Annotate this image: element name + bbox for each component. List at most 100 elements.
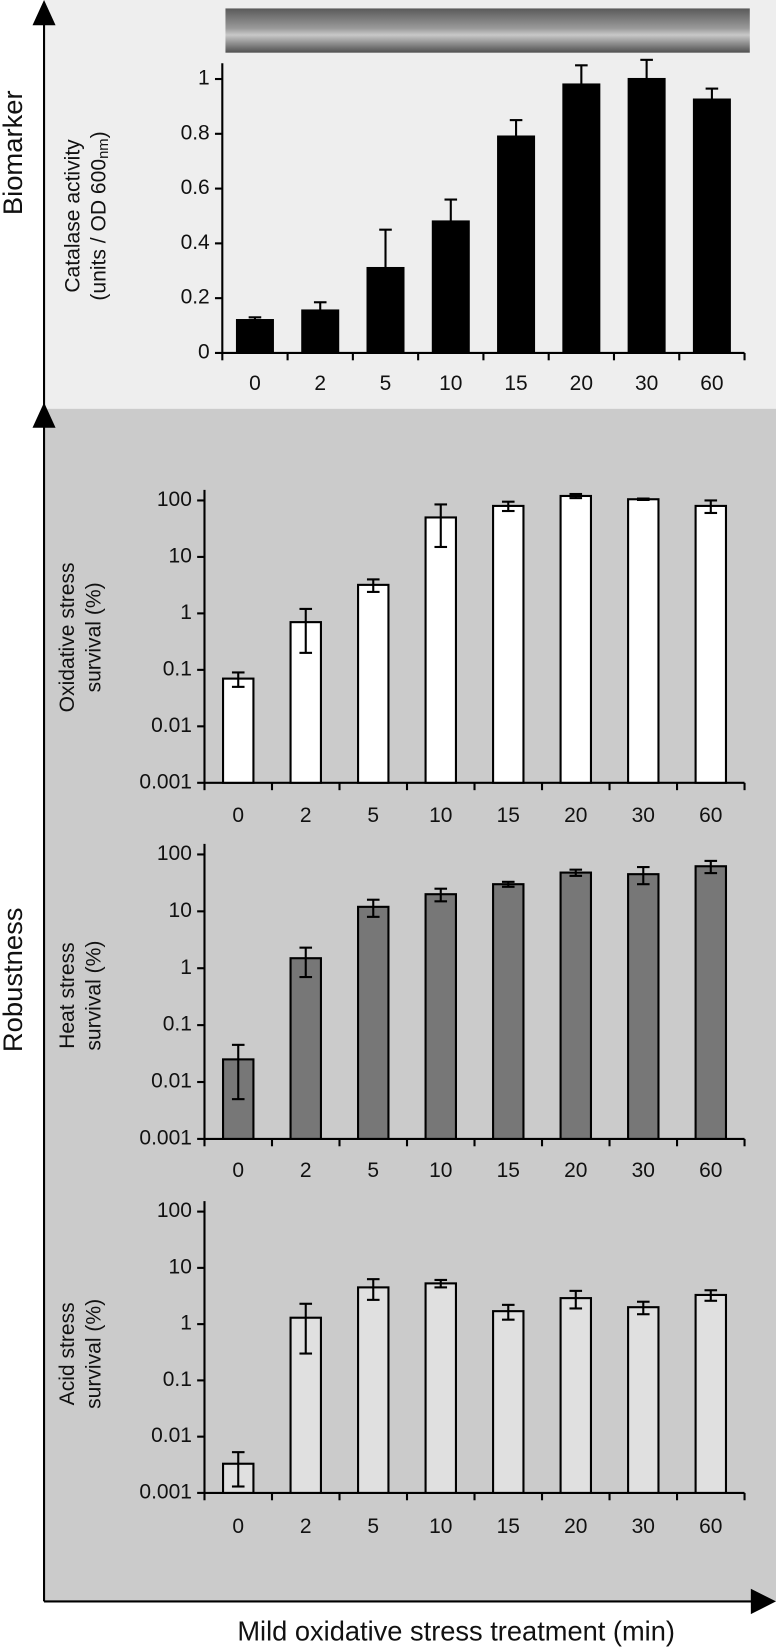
- y-tick-label: 0.2: [181, 286, 210, 309]
- bar: [289, 957, 322, 1140]
- y-tick-label: 1: [180, 1312, 192, 1335]
- y-tick-label: 0.4: [181, 231, 210, 254]
- bar: [357, 905, 390, 1140]
- robustness-panel: [44, 408, 776, 1602]
- x-tick-label: 60: [700, 372, 723, 395]
- y-axis-title: Oxidative stress: [56, 562, 79, 712]
- x-tick-label: 10: [429, 1515, 452, 1538]
- bar: [627, 77, 666, 354]
- y-tick-label: 0.6: [181, 176, 210, 199]
- biomarker-label: Biomarker: [0, 90, 28, 215]
- bar: [431, 220, 470, 355]
- bar: [366, 266, 405, 354]
- bar: [559, 1297, 593, 1494]
- bar: [492, 504, 525, 784]
- x-tick-label: 20: [570, 372, 593, 395]
- x-tick-label: 5: [367, 804, 379, 827]
- y-tick-label: 0.1: [163, 1368, 192, 1391]
- y-tick-label: 0.01: [151, 714, 192, 737]
- x-tick-label: 2: [300, 1515, 312, 1538]
- bar: [424, 516, 457, 784]
- gel-image: [225, 8, 750, 53]
- x-tick-label: 20: [564, 804, 587, 827]
- x-tick-label: 30: [635, 372, 658, 395]
- x-tick-label: 60: [699, 1515, 722, 1538]
- x-tick-label: 0: [232, 804, 244, 827]
- bar: [694, 1293, 728, 1494]
- x-tick-label: 30: [632, 1515, 655, 1538]
- biomarker-panel: [44, 0, 776, 409]
- x-tick-label: 15: [497, 804, 520, 827]
- y-tick-label: 100: [157, 488, 192, 511]
- bar: [424, 893, 457, 1140]
- bar: [627, 873, 660, 1140]
- y-axis-title-part: (units / OD 600: [87, 159, 110, 301]
- y-tick-label: 1: [180, 956, 192, 979]
- y-axis-title-part: Oxidative stress: [56, 562, 79, 712]
- x-tick-label: 2: [314, 372, 326, 395]
- bar: [492, 883, 525, 1140]
- bar: [559, 871, 593, 1140]
- y-axis-title: Acid stress: [56, 1302, 79, 1405]
- bar: [235, 319, 274, 354]
- arrow-head: [32, 402, 56, 428]
- x-tick-label: 15: [497, 1515, 520, 1538]
- bar: [627, 1306, 660, 1494]
- y-tick-label: 0.001: [139, 1480, 191, 1503]
- bar: [357, 583, 390, 784]
- y-tick-label: 0.01: [151, 1070, 192, 1093]
- bar: [562, 83, 601, 354]
- y-axis-title-part: ): [87, 131, 110, 138]
- y-axis-title: survival (%): [82, 1299, 105, 1409]
- x-tick-label: 60: [699, 1159, 722, 1182]
- bar: [492, 1310, 525, 1494]
- x-tick-label: 5: [380, 372, 392, 395]
- y-tick-label: 10: [169, 544, 192, 567]
- bar: [424, 1282, 457, 1494]
- arrow-head: [750, 1588, 776, 1615]
- x-tick-label: 10: [429, 1159, 452, 1182]
- bar: [222, 677, 255, 784]
- y-axis-title: survival (%): [82, 582, 105, 692]
- y-tick-label: 0.8: [181, 121, 210, 144]
- x-tick-label: 0: [249, 372, 261, 395]
- x-tick-label: 15: [497, 1159, 520, 1182]
- x-tick-label: 30: [632, 804, 655, 827]
- y-tick-label: 0.01: [151, 1424, 192, 1447]
- y-axis-title: (units / OD 600nm): [87, 131, 111, 300]
- bar: [559, 494, 593, 784]
- y-axis-title: Catalase activity: [61, 139, 84, 293]
- y-tick-label: 100: [157, 1199, 192, 1222]
- x-tick-label: 5: [367, 1515, 379, 1538]
- bar: [694, 865, 728, 1140]
- x-tick-label: 0: [232, 1515, 244, 1538]
- bar: [627, 498, 660, 784]
- y-tick-label: 0.001: [139, 770, 191, 793]
- bar: [692, 98, 731, 354]
- y-tick-label: 0.1: [163, 657, 192, 680]
- y-axis-title-part: Heat stress: [56, 942, 79, 1049]
- x-tick-label: 0: [232, 1159, 244, 1182]
- y-axis-title-part: survival (%): [82, 1299, 105, 1409]
- y-tick-label: 0.001: [139, 1126, 191, 1149]
- y-axis-title: Heat stress: [56, 942, 79, 1049]
- x-tick-label: 10: [439, 372, 462, 395]
- y-axis-title-part: Catalase activity: [61, 139, 84, 293]
- y-axis-title: survival (%): [82, 941, 105, 1051]
- x-tick-label: 15: [504, 372, 527, 395]
- y-tick-label: 0.1: [163, 1013, 192, 1036]
- x-tick-label: 20: [564, 1159, 587, 1182]
- arrow-head: [32, 0, 56, 26]
- x-tick-label: 5: [367, 1159, 379, 1182]
- y-axis-title-subscript: nm: [96, 138, 112, 158]
- y-tick-label: 100: [157, 842, 192, 865]
- y-axis-title-part: survival (%): [82, 582, 105, 692]
- bar: [497, 135, 536, 354]
- x-tick-label: 10: [429, 804, 452, 827]
- x-tick-label: 2: [300, 804, 312, 827]
- y-tick-label: 1: [198, 67, 210, 90]
- y-tick-label: 1: [180, 601, 192, 624]
- x-tick-label: 60: [699, 804, 722, 827]
- bar: [357, 1286, 390, 1494]
